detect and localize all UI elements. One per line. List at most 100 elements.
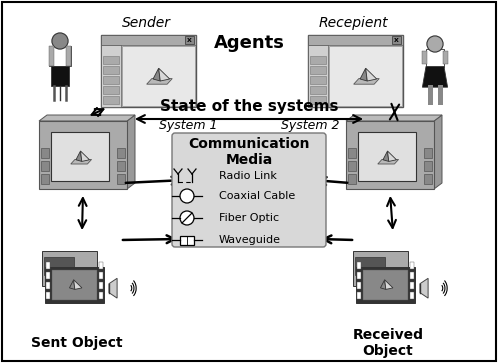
Bar — [357, 272, 361, 278]
Polygon shape — [360, 68, 367, 81]
Bar — [39, 121, 127, 189]
Bar — [348, 161, 356, 171]
Text: X: X — [187, 37, 191, 42]
Bar — [103, 76, 119, 84]
Text: Radio Link: Radio Link — [219, 171, 277, 181]
Bar — [51, 66, 69, 86]
Bar — [357, 281, 361, 289]
Bar — [356, 267, 415, 302]
Circle shape — [427, 36, 443, 52]
Bar — [363, 270, 408, 299]
Bar — [357, 291, 361, 298]
Text: System 1: System 1 — [159, 119, 217, 132]
Bar — [117, 174, 125, 184]
Bar — [353, 250, 408, 286]
Bar — [309, 66, 326, 74]
Text: Communication
Media: Communication Media — [188, 137, 310, 167]
Polygon shape — [380, 280, 386, 289]
Bar — [117, 161, 125, 171]
Bar — [45, 281, 49, 289]
Bar — [117, 148, 125, 158]
Text: System 2: System 2 — [281, 119, 339, 132]
Bar — [41, 161, 49, 171]
Bar — [66, 46, 71, 66]
Text: Fiber Optic: Fiber Optic — [219, 213, 279, 223]
Text: State of the systems: State of the systems — [160, 99, 338, 114]
Polygon shape — [346, 115, 442, 121]
Bar — [410, 281, 414, 289]
Bar — [307, 35, 402, 45]
Bar — [122, 46, 195, 106]
Polygon shape — [76, 151, 82, 162]
Bar — [45, 291, 49, 298]
Polygon shape — [354, 79, 379, 84]
Polygon shape — [71, 159, 92, 164]
Bar — [99, 272, 103, 278]
Polygon shape — [65, 287, 84, 292]
Polygon shape — [146, 79, 172, 84]
Circle shape — [52, 33, 68, 49]
Polygon shape — [420, 278, 428, 298]
Bar — [49, 46, 71, 66]
Polygon shape — [159, 68, 170, 81]
Bar — [422, 51, 427, 64]
Bar — [309, 86, 326, 94]
Bar — [357, 261, 361, 269]
Text: Waveguide: Waveguide — [219, 235, 281, 245]
Bar — [424, 148, 432, 158]
Bar — [346, 121, 434, 189]
Bar — [180, 236, 194, 245]
Bar — [51, 132, 109, 181]
Text: Sent Object: Sent Object — [31, 336, 123, 350]
Polygon shape — [383, 151, 389, 162]
Bar — [99, 261, 103, 269]
Circle shape — [180, 211, 194, 225]
Bar — [45, 261, 49, 269]
Bar — [51, 270, 97, 299]
Polygon shape — [69, 280, 75, 289]
Bar — [45, 272, 49, 278]
Circle shape — [180, 189, 194, 203]
Bar — [41, 174, 49, 184]
Bar — [410, 261, 414, 269]
Bar — [443, 51, 448, 64]
Bar — [103, 96, 119, 104]
Bar — [43, 257, 74, 275]
Text: Coaxial Cable: Coaxial Cable — [219, 191, 295, 201]
Bar — [103, 66, 119, 74]
Bar — [309, 96, 326, 104]
Bar — [410, 291, 414, 298]
Bar — [307, 45, 328, 107]
Polygon shape — [127, 115, 135, 189]
Bar — [307, 35, 402, 107]
Polygon shape — [422, 66, 448, 87]
Text: Received
Object: Received Object — [353, 328, 423, 358]
Bar — [309, 76, 326, 84]
Polygon shape — [366, 68, 376, 81]
Bar — [348, 148, 356, 158]
Polygon shape — [74, 280, 82, 289]
Text: Agents: Agents — [214, 34, 284, 52]
Bar — [103, 56, 119, 64]
Polygon shape — [153, 68, 160, 81]
Bar — [348, 174, 356, 184]
Bar — [410, 272, 414, 278]
Text: Recepient: Recepient — [318, 16, 388, 30]
Bar — [424, 161, 432, 171]
Bar — [184, 36, 194, 44]
Bar — [101, 35, 196, 45]
Bar — [99, 291, 103, 298]
Bar — [355, 257, 385, 275]
Bar — [391, 36, 400, 44]
Bar — [426, 49, 444, 66]
Bar — [309, 56, 326, 64]
FancyBboxPatch shape — [172, 133, 326, 247]
Polygon shape — [384, 280, 393, 289]
Bar — [49, 46, 54, 66]
Bar — [358, 132, 416, 181]
Text: X: X — [393, 37, 398, 42]
Bar — [101, 45, 121, 107]
Bar — [101, 35, 196, 107]
Bar — [424, 174, 432, 184]
Bar — [44, 267, 104, 302]
